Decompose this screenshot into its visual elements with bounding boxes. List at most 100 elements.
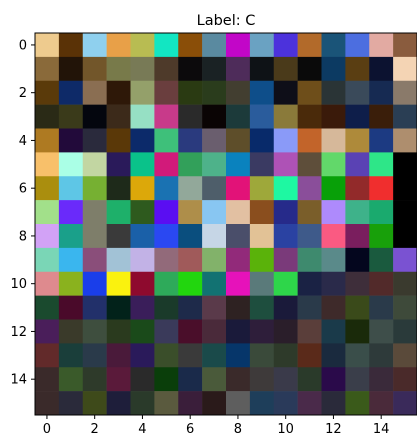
heatmap-cell-r3-c12 <box>321 104 346 129</box>
heatmap-cell-r10-c2 <box>82 271 107 296</box>
heatmap-cell-r1-c14 <box>369 56 394 82</box>
heatmap-cell-r11-c15 <box>393 295 417 320</box>
heatmap-cell-r10-c10 <box>273 271 298 296</box>
heatmap-cell-r2-c0 <box>35 80 60 105</box>
heatmap-cell-r12-c2 <box>82 319 107 344</box>
heatmap-cell-r7-c0 <box>35 200 60 225</box>
heatmap-cell-r0-c12 <box>321 33 346 58</box>
heatmap-cell-r9-c15 <box>393 247 417 273</box>
heatmap-cell-r9-c6 <box>178 247 203 273</box>
y-tick-label: 6 <box>19 182 27 197</box>
heatmap-cells <box>35 33 417 416</box>
heatmap-cell-r11-c2 <box>82 295 107 320</box>
heatmap-cell-r5-c5 <box>154 152 179 177</box>
heatmap-cell-r13-c10 <box>273 343 298 368</box>
heatmap-cell-r11-c11 <box>297 295 322 320</box>
heatmap-cell-r8-c13 <box>345 224 370 249</box>
heatmap-cell-r14-c7 <box>202 367 227 392</box>
heatmap-cell-r4-c14 <box>369 128 394 153</box>
heatmap-cell-r13-c6 <box>178 343 203 368</box>
heatmap-cell-r5-c2 <box>82 152 107 177</box>
heatmap-cell-r14-c10 <box>273 367 298 392</box>
heatmap-cell-r4-c0 <box>35 128 60 153</box>
heatmap-cell-r15-c1 <box>58 391 84 416</box>
heatmap-cell-r11-c0 <box>35 295 60 320</box>
heatmap-cell-r11-c5 <box>154 295 179 320</box>
heatmap-cell-r4-c8 <box>226 128 251 153</box>
heatmap-cell-r11-c8 <box>226 295 251 320</box>
heatmap-cell-r8-c2 <box>82 224 107 249</box>
heatmap-cell-r14-c8 <box>226 367 251 392</box>
heatmap-cell-r13-c0 <box>35 343 60 368</box>
y-axis: 0 2 4 6 8 10 12 14 <box>10 38 35 388</box>
heatmap-cell-r3-c10 <box>273 104 298 129</box>
heatmap-cell-r6-c2 <box>82 176 107 201</box>
y-tick-label: 10 <box>10 277 27 292</box>
heatmap-cell-r11-c3 <box>106 295 131 320</box>
heatmap-cell-r0-c11 <box>297 33 322 58</box>
heatmap-cell-r1-c15 <box>393 56 417 82</box>
heatmap-cell-r7-c7 <box>202 200 227 225</box>
heatmap-cell-r0-c9 <box>249 33 275 58</box>
heatmap-cell-r8-c12 <box>321 224 346 249</box>
heatmap-cell-r2-c14 <box>369 80 394 105</box>
heatmap-cell-r13-c15 <box>393 343 417 368</box>
heatmap-cell-r0-c0 <box>35 33 60 58</box>
heatmap-cell-r12-c15 <box>393 319 417 344</box>
heatmap-cell-r9-c2 <box>82 247 107 273</box>
y-tick-label: 8 <box>19 229 27 244</box>
heatmap-cell-r15-c8 <box>226 391 251 416</box>
heatmap-cell-r1-c10 <box>273 56 298 82</box>
heatmap-cell-r4-c2 <box>82 128 107 153</box>
x-tick-label: 4 <box>138 422 146 433</box>
heatmap-cell-r10-c8 <box>226 271 251 296</box>
heatmap-cell-r9-c5 <box>154 247 179 273</box>
heatmap-cell-r4-c13 <box>345 128 370 153</box>
heatmap-cell-r6-c14 <box>369 176 394 201</box>
heatmap-cell-r1-c11 <box>297 56 322 82</box>
heatmap-cell-r6-c1 <box>58 176 84 201</box>
heatmap-cell-r1-c8 <box>226 56 251 82</box>
heatmap-cell-r11-c6 <box>178 295 203 320</box>
heatmap-cell-r1-c4 <box>130 56 155 82</box>
heatmap-cell-r11-c10 <box>273 295 298 320</box>
heatmap-cell-r13-c9 <box>249 343 275 368</box>
heatmap-cell-r1-c6 <box>178 56 203 82</box>
heatmap-cell-r5-c10 <box>273 152 298 177</box>
heatmap-cell-r15-c10 <box>273 391 298 416</box>
heatmap-cell-r14-c9 <box>249 367 275 392</box>
heatmap-cell-r5-c9 <box>249 152 275 177</box>
heatmap-cell-r1-c7 <box>202 56 227 82</box>
heatmap-cell-r5-c7 <box>202 152 227 177</box>
heatmap-cell-r12-c9 <box>249 319 275 344</box>
heatmap-cell-r8-c5 <box>154 224 179 249</box>
heatmap-cell-r8-c3 <box>106 224 131 249</box>
heatmap-cell-r15-c3 <box>106 391 131 416</box>
heatmap-cell-r11-c14 <box>369 295 394 320</box>
heatmap-cell-r9-c9 <box>249 247 275 273</box>
heatmap-cell-r3-c0 <box>35 104 60 129</box>
heatmap-cell-r14-c6 <box>178 367 203 392</box>
heatmap-cell-r10-c4 <box>130 271 155 296</box>
heatmap-cell-r6-c9 <box>249 176 275 201</box>
heatmap-cell-r15-c14 <box>369 391 394 416</box>
heatmap-cell-r15-c15 <box>393 391 417 416</box>
heatmap-cell-r15-c6 <box>178 391 203 416</box>
heatmap-cell-r8-c14 <box>369 224 394 249</box>
plot-frame <box>34 32 417 416</box>
heatmap-cell-r14-c0 <box>35 367 60 392</box>
heatmap-cell-r4-c4 <box>130 128 155 153</box>
heatmap-cell-r9-c13 <box>345 247 370 273</box>
y-tick-label: 14 <box>10 373 27 388</box>
heatmap-cell-r3-c4 <box>130 104 155 129</box>
heatmap-cell-r5-c0 <box>35 152 60 177</box>
heatmap-cell-r14-c14 <box>369 367 394 392</box>
heatmap-cell-r2-c1 <box>58 80 84 105</box>
heatmap-cell-r14-c11 <box>297 367 322 392</box>
heatmap-cell-r3-c7 <box>202 104 227 129</box>
heatmap-cell-r1-c13 <box>345 56 370 82</box>
heatmap-cell-r13-c2 <box>82 343 107 368</box>
heatmap-cell-r3-c13 <box>345 104 370 129</box>
y-tick-label: 2 <box>19 86 27 101</box>
heatmap-cell-r13-c1 <box>58 343 84 368</box>
